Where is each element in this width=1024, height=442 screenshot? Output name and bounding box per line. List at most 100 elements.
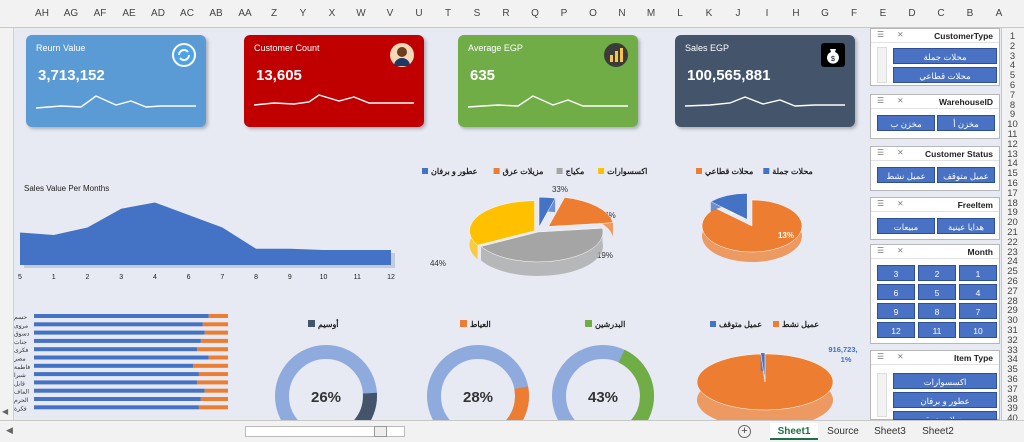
row-number[interactable]: 27 bbox=[1007, 285, 1018, 297]
month-button[interactable]: 9 bbox=[877, 303, 915, 319]
row-number[interactable]: 38 bbox=[1007, 393, 1018, 405]
column-letter[interactable]: AE bbox=[122, 8, 136, 19]
column-letter[interactable]: P bbox=[560, 8, 568, 19]
slicer-item[interactable]: مخزن أ bbox=[937, 115, 995, 131]
column-letter[interactable]: S bbox=[473, 8, 481, 19]
slicer-item[interactable]: عميل نشط bbox=[877, 167, 935, 183]
row-number[interactable]: 21 bbox=[1007, 227, 1018, 238]
row-number[interactable]: 7 bbox=[1009, 89, 1016, 101]
clear-filter-icon[interactable]: ⨯ bbox=[897, 30, 904, 39]
month-button[interactable]: 4 bbox=[959, 284, 997, 300]
add-sheet-icon[interactable]: + bbox=[738, 425, 751, 438]
month-button[interactable]: 2 bbox=[918, 265, 956, 281]
slicer-scrollbar[interactable] bbox=[877, 47, 887, 83]
month-button[interactable]: 12 bbox=[877, 322, 915, 338]
month-button[interactable]: 7 bbox=[959, 303, 997, 319]
collapse-arrow-icon[interactable]: ◀ bbox=[2, 407, 9, 416]
column-letter[interactable]: R bbox=[502, 8, 510, 19]
month-button[interactable]: 5 bbox=[918, 284, 956, 300]
slicer-scrollbar[interactable] bbox=[877, 373, 887, 417]
row-number[interactable]: 22 bbox=[1007, 236, 1018, 248]
slicer-item[interactable]: مبيعات bbox=[877, 218, 935, 234]
row-number[interactable]: 28 bbox=[1007, 295, 1018, 307]
slicer-item[interactable]: محلات قطاعي bbox=[893, 67, 997, 83]
row-number[interactable]: 2 bbox=[1009, 40, 1016, 52]
slicer-item[interactable]: اكسسوارات bbox=[893, 373, 997, 389]
clear-filter-icon[interactable]: ⨯ bbox=[897, 148, 904, 157]
filter-icon[interactable]: ☰ bbox=[877, 352, 885, 361]
row-number[interactable]: 24 bbox=[1007, 256, 1018, 268]
column-letter[interactable]: F bbox=[850, 8, 858, 19]
clear-filter-icon[interactable]: ⨯ bbox=[897, 352, 904, 361]
filter-icon[interactable]: ☰ bbox=[877, 246, 885, 255]
filter-icon[interactable]: ☰ bbox=[877, 148, 885, 157]
column-letter[interactable]: W bbox=[356, 8, 366, 19]
row-number[interactable]: 12 bbox=[1007, 138, 1018, 150]
column-letter[interactable]: AC bbox=[180, 8, 194, 19]
month-button[interactable]: 11 bbox=[918, 322, 956, 338]
kpi-card-return[interactable]: Reurn Value 3,713,152 bbox=[26, 35, 206, 127]
column-letter[interactable]: K bbox=[705, 8, 713, 19]
column-letter[interactable]: Y bbox=[299, 8, 307, 19]
row-number[interactable]: 36 bbox=[1007, 374, 1018, 385]
filter-icon[interactable]: ☰ bbox=[877, 96, 885, 105]
slicer-item[interactable]: مخزن ب bbox=[877, 115, 935, 131]
slicer-item[interactable]: محلات جملة bbox=[893, 48, 997, 64]
kpi-card-average[interactable]: Average EGP 635 bbox=[458, 35, 638, 127]
row-number[interactable]: 39 bbox=[1007, 403, 1018, 415]
column-letter[interactable]: V bbox=[386, 8, 394, 19]
row-number[interactable]: 15 bbox=[1007, 168, 1018, 180]
tab-sheet1[interactable]: Sheet1 bbox=[770, 423, 818, 440]
month-button[interactable]: 8 bbox=[918, 303, 956, 319]
month-button[interactable]: 6 bbox=[877, 284, 915, 300]
column-letter[interactable]: H bbox=[792, 8, 800, 19]
column-letter[interactable]: I bbox=[765, 8, 769, 19]
row-number[interactable]: 33 bbox=[1007, 344, 1018, 356]
row-number[interactable]: 1 bbox=[1009, 31, 1016, 42]
column-letter[interactable]: J bbox=[735, 8, 741, 19]
row-number[interactable]: 5 bbox=[1009, 70, 1016, 82]
row-number[interactable]: 18 bbox=[1007, 197, 1018, 209]
kpi-card-sales[interactable]: Sales EGP 100,565,881 $ bbox=[675, 35, 855, 127]
slicer-item[interactable]: عطور و برفان bbox=[893, 392, 997, 408]
tab-sheet3[interactable]: Sheet3 bbox=[874, 426, 906, 437]
row-number[interactable]: 29 bbox=[1007, 305, 1018, 317]
column-letter[interactable]: T bbox=[444, 8, 452, 19]
row-number[interactable]: 14 bbox=[1007, 158, 1018, 170]
kpi-card-customer-count[interactable]: Customer Count 13,605 bbox=[244, 35, 424, 127]
column-letter[interactable]: M bbox=[646, 8, 656, 19]
row-number[interactable]: 3 bbox=[1009, 50, 1016, 62]
column-letter[interactable]: U bbox=[415, 8, 423, 19]
row-number[interactable]: 26 bbox=[1007, 276, 1018, 287]
scroll-left-icon[interactable]: ◀ bbox=[6, 425, 13, 435]
column-letter[interactable]: AA bbox=[238, 8, 252, 19]
column-letter[interactable]: AD bbox=[151, 8, 165, 19]
row-number[interactable]: 19 bbox=[1007, 207, 1018, 219]
slicer-item[interactable]: مزيلات عرق bbox=[893, 411, 997, 420]
row-number[interactable]: 9 bbox=[1009, 109, 1016, 121]
column-letter[interactable]: B bbox=[966, 8, 974, 19]
horizontal-scrollbar[interactable] bbox=[245, 426, 405, 437]
row-number[interactable]: 40 bbox=[1007, 413, 1018, 425]
row-number[interactable]: 20 bbox=[1007, 217, 1018, 229]
row-number[interactable]: 4 bbox=[1009, 60, 1016, 72]
row-number[interactable]: 31 bbox=[1007, 325, 1018, 336]
column-letter[interactable]: D bbox=[908, 8, 916, 19]
month-button[interactable]: 3 bbox=[877, 265, 915, 281]
row-number[interactable]: 6 bbox=[1009, 80, 1016, 91]
column-letter[interactable]: G bbox=[821, 8, 829, 19]
row-number[interactable]: 37 bbox=[1007, 383, 1018, 395]
slicer-item[interactable]: هدايا عينية bbox=[937, 218, 995, 234]
column-letter[interactable]: Z bbox=[270, 8, 278, 19]
column-letter[interactable]: X bbox=[328, 8, 336, 19]
row-number[interactable]: 23 bbox=[1007, 246, 1018, 258]
row-number[interactable]: 17 bbox=[1007, 187, 1018, 199]
clear-filter-icon[interactable]: ⨯ bbox=[897, 246, 904, 255]
clear-filter-icon[interactable]: ⨯ bbox=[897, 96, 904, 105]
filter-icon[interactable]: ☰ bbox=[877, 199, 885, 208]
column-letter[interactable]: AH bbox=[35, 8, 49, 19]
slicer-item[interactable]: عميل متوقف bbox=[937, 167, 995, 183]
row-number[interactable]: 35 bbox=[1007, 364, 1018, 376]
row-number[interactable]: 16 bbox=[1007, 178, 1018, 189]
column-letter[interactable]: O bbox=[589, 8, 597, 19]
